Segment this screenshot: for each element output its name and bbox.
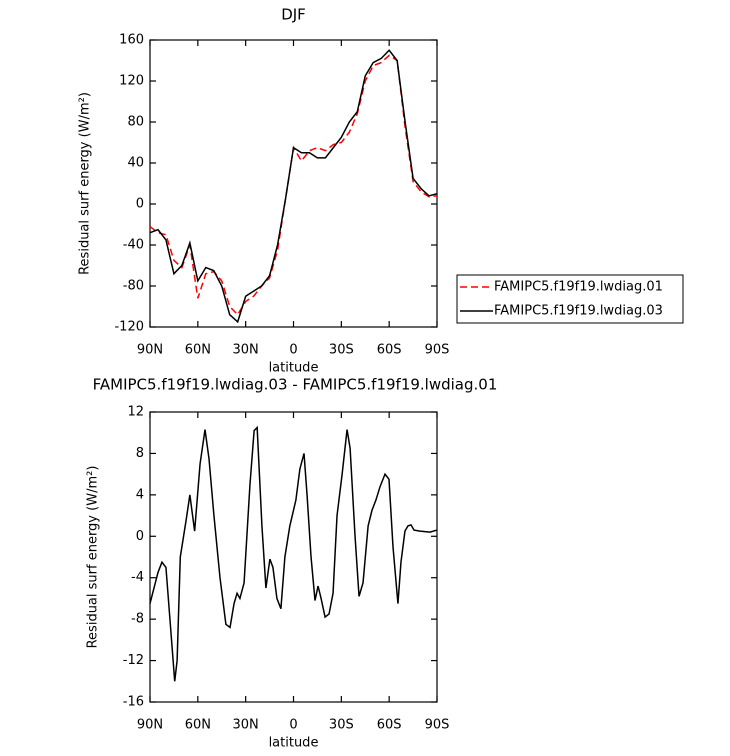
plot-frame xyxy=(149,39,438,328)
y-tick-label: 12 xyxy=(127,405,144,420)
x-tick-label: 90S xyxy=(425,718,450,733)
y-tick-label: 0 xyxy=(136,197,144,212)
x-tick-label: 30S xyxy=(329,718,354,733)
y-tick-label: 4 xyxy=(136,487,144,502)
x-tick-label: 30N xyxy=(233,343,259,358)
y-tick-label: 80 xyxy=(127,115,144,130)
data-line xyxy=(149,54,438,316)
x-tick-label: 60N xyxy=(185,718,211,733)
data-line xyxy=(149,49,438,324)
x-tick-label: 0 xyxy=(289,343,297,358)
x-axis-label: latitude xyxy=(269,361,319,376)
x-tick-label: 30N xyxy=(233,718,259,733)
y-tick-label: -40 xyxy=(123,238,144,253)
y-tick-label: -4 xyxy=(131,570,144,585)
legend-label: FAMIPC5.f19f19.lwdiag.03 xyxy=(494,304,663,319)
data-line xyxy=(149,425,438,682)
y-tick-label: -16 xyxy=(123,695,144,710)
legend-box xyxy=(456,274,684,324)
x-tick-label: 90N xyxy=(137,718,163,733)
x-tick-label: 60S xyxy=(377,718,402,733)
x-tick-label: 60S xyxy=(377,343,402,358)
y-tick-label: 40 xyxy=(127,156,144,171)
legend-label: FAMIPC5.f19f19.lwdiag.01 xyxy=(494,280,663,295)
x-tick-label: 90S xyxy=(425,343,450,358)
y-tick-label: -12 xyxy=(123,653,144,668)
y-tick-label: -8 xyxy=(131,612,144,627)
x-tick-label: 60N xyxy=(185,343,211,358)
y-axis-label: Residual surf energy (W/m²) xyxy=(86,466,101,649)
y-tick-label: 160 xyxy=(119,33,144,48)
x-axis-label: latitude xyxy=(269,736,319,751)
y-tick-label: -120 xyxy=(114,320,144,335)
chart-title: FAMIPC5.f19f19.lwdiag.03 - FAMIPC5.f19f1… xyxy=(93,376,498,394)
x-tick-label: 90N xyxy=(137,343,163,358)
y-tick-label: 0 xyxy=(136,529,144,544)
y-tick-label: 120 xyxy=(119,74,144,89)
y-axis-label: Residual surf energy (W/m²) xyxy=(78,92,93,275)
chart-title: DJF xyxy=(281,6,306,24)
y-tick-label: -80 xyxy=(123,279,144,294)
x-tick-label: 0 xyxy=(289,718,297,733)
y-tick-label: 8 xyxy=(136,446,144,461)
x-tick-label: 30S xyxy=(329,343,354,358)
